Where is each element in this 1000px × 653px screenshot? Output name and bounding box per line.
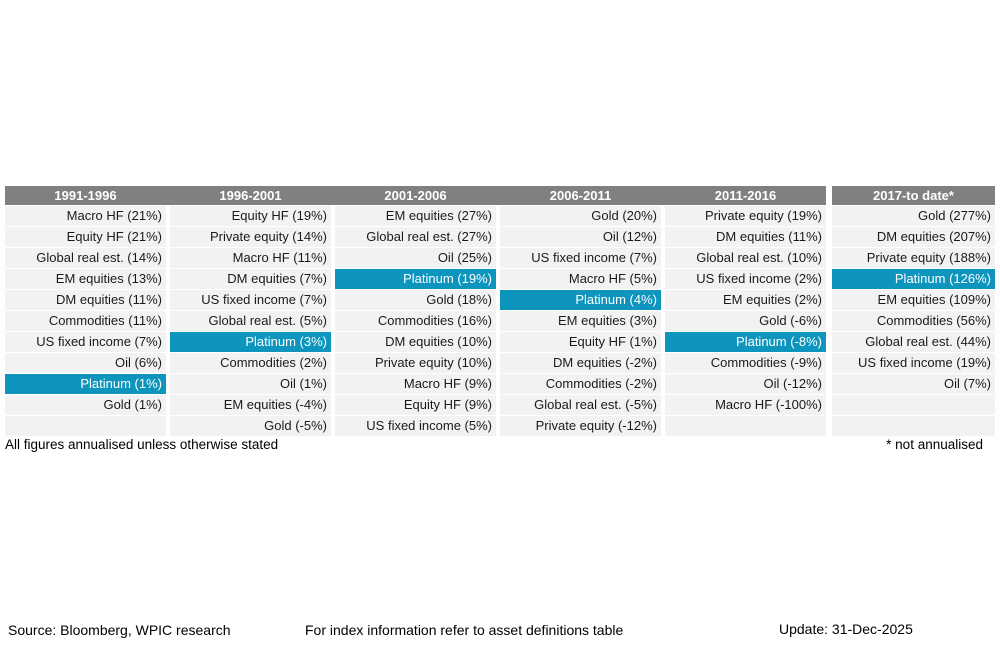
asset-cell: Commodities (2%) (170, 353, 331, 373)
asset-cell: Macro HF (21%) (5, 206, 166, 226)
asset-cell: US fixed income (7%) (5, 332, 166, 352)
asset-cell: US fixed income (7%) (500, 248, 661, 268)
asset-cell: Equity HF (9%) (335, 395, 496, 415)
period-column-2006-2011: Gold (20%) Oil (12%) US fixed income (7%) M… (500, 206, 661, 437)
asset-cell: Global real est. (10%) (665, 248, 826, 268)
asset-cell: Gold (-6%) (665, 311, 826, 331)
asset-cell: Oil (12%) (500, 227, 661, 247)
empty-cell (5, 416, 166, 436)
asset-cell-platinum: Platinum (19%) (335, 269, 496, 289)
returns-quilt-table: 1991-1996 1996-2001 2001-2006 2006-2011 … (5, 186, 995, 438)
asset-cell: Oil (-12%) (665, 374, 826, 394)
empty-cell (832, 416, 995, 436)
asset-cell: Gold (1%) (5, 395, 166, 415)
asset-cell: Macro HF (9%) (335, 374, 496, 394)
asset-cell: Global real est. (-5%) (500, 395, 661, 415)
asset-cell: EM equities (27%) (335, 206, 496, 226)
asset-cell: Commodities (56%) (832, 311, 995, 331)
period-column-2017-to-date-: Gold (277%) DM equities (207%) Private equ… (832, 206, 995, 437)
period-header: 2001-2006 (384, 188, 447, 203)
empty-cell (665, 416, 826, 436)
asset-cell: Oil (1%) (170, 374, 331, 394)
asset-cell: Oil (25%) (335, 248, 496, 268)
asset-cell: Global real est. (27%) (335, 227, 496, 247)
asset-cell: US fixed income (7%) (170, 290, 331, 310)
footnote-not-annualised: * not annualised (886, 437, 983, 452)
asset-cell-platinum: Platinum (126%) (832, 269, 995, 289)
asset-cell: Macro HF (11%) (170, 248, 331, 268)
asset-cell: Macro HF (5%) (500, 269, 661, 289)
period-column-1991-1996: Macro HF (21%) Equity HF (21%) Global real… (5, 206, 166, 437)
asset-cell: EM equities (13%) (5, 269, 166, 289)
asset-cell: Commodities (16%) (335, 311, 496, 331)
empty-cell (832, 395, 995, 415)
asset-cell: EM equities (3%) (500, 311, 661, 331)
asset-cell-platinum: Platinum (1%) (5, 374, 166, 394)
asset-cell: Gold (18%) (335, 290, 496, 310)
asset-cell: EM equities (2%) (665, 290, 826, 310)
asset-cell: Commodities (-9%) (665, 353, 826, 373)
asset-cell: Private equity (188%) (832, 248, 995, 268)
asset-cell: Macro HF (-100%) (665, 395, 826, 415)
period-header-to-date: 2017-to date* (832, 186, 995, 205)
period-column-2011-2016: Private equity (19%) DM equities (11%) Glo… (665, 206, 826, 437)
asset-cell: EM equities (-4%) (170, 395, 331, 415)
asset-cell: Global real est. (14%) (5, 248, 166, 268)
asset-cell: Private equity (-12%) (500, 416, 661, 436)
asset-cell: US fixed income (5%) (335, 416, 496, 436)
asset-cell: DM equities (207%) (832, 227, 995, 247)
asset-cell: Commodities (-2%) (500, 374, 661, 394)
asset-cell: EM equities (109%) (832, 290, 995, 310)
asset-cell: Oil (6%) (5, 353, 166, 373)
asset-cell: Private equity (10%) (335, 353, 496, 373)
table-header-row: 1991-1996 1996-2001 2001-2006 2006-2011 … (5, 186, 826, 205)
asset-cell: Global real est. (5%) (170, 311, 331, 331)
asset-cell: US fixed income (2%) (665, 269, 826, 289)
period-column-1996-2001: Equity HF (19%) Private equity (14%) Macro… (170, 206, 331, 437)
asset-cell: Equity HF (21%) (5, 227, 166, 247)
asset-cell-platinum: Platinum (-8%) (665, 332, 826, 352)
asset-cell: Gold (277%) (832, 206, 995, 226)
asset-cell: Gold (20%) (500, 206, 661, 226)
period-header: 2006-2011 (549, 188, 612, 203)
asset-cell: Gold (-5%) (170, 416, 331, 436)
period-header: 1996-2001 (219, 188, 282, 203)
asset-cell: Global real est. (44%) (832, 332, 995, 352)
update-date-text: Update: 31-Dec-2025 (779, 621, 913, 637)
period-column-2001-2006: EM equities (27%) Global real est. (27%) O… (335, 206, 496, 437)
period-header: 1991-1996 (54, 188, 117, 203)
asset-cell-platinum: Platinum (3%) (170, 332, 331, 352)
asset-cell: Private equity (19%) (665, 206, 826, 226)
asset-cell: Private equity (14%) (170, 227, 331, 247)
period-header: 2011-2016 (714, 188, 777, 203)
asset-cell: Oil (7%) (832, 374, 995, 394)
asset-cell-platinum: Platinum (4%) (500, 290, 661, 310)
footnote-annualised: All figures annualised unless otherwise … (5, 437, 279, 452)
asset-cell: Equity HF (19%) (170, 206, 331, 226)
asset-cell: DM equities (-2%) (500, 353, 661, 373)
asset-cell: DM equities (11%) (5, 290, 166, 310)
asset-cell: DM equities (7%) (170, 269, 331, 289)
asset-cell: DM equities (10%) (335, 332, 496, 352)
index-info-text: For index information refer to asset def… (305, 622, 624, 638)
asset-cell: US fixed income (19%) (832, 353, 995, 373)
asset-cell: DM equities (11%) (665, 227, 826, 247)
source-text: Source: Bloomberg, WPIC research (8, 622, 231, 638)
asset-cell: Commodities (11%) (5, 311, 166, 331)
asset-cell: Equity HF (1%) (500, 332, 661, 352)
